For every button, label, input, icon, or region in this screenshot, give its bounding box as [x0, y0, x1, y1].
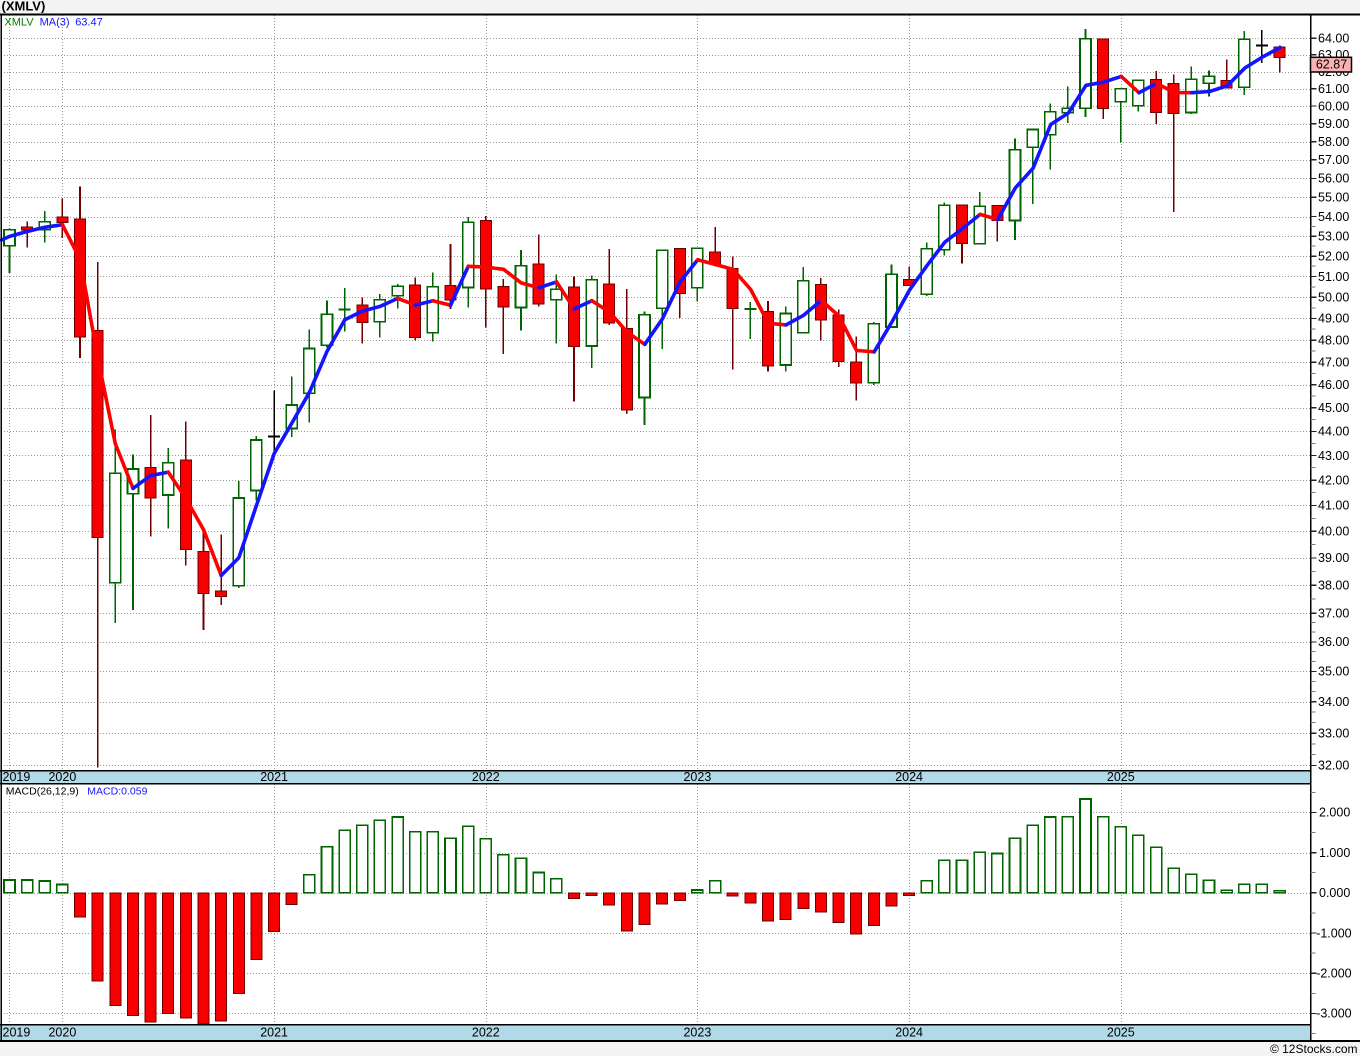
svg-text:2025: 2025 — [1107, 770, 1135, 784]
svg-text:2023: 2023 — [683, 1025, 711, 1039]
svg-text:46.00: 46.00 — [1318, 378, 1349, 392]
svg-text:40.00: 40.00 — [1318, 525, 1349, 539]
svg-text:36.00: 36.00 — [1318, 635, 1349, 649]
svg-text:2021: 2021 — [260, 1025, 288, 1039]
svg-text:60.00: 60.00 — [1318, 99, 1349, 113]
svg-text:63.47: 63.47 — [75, 16, 103, 28]
svg-text:© 12Stocks.com: © 12Stocks.com — [1270, 1042, 1358, 1056]
svg-text:45.00: 45.00 — [1318, 401, 1349, 415]
svg-text:42.00: 42.00 — [1318, 474, 1349, 488]
svg-text:2020: 2020 — [48, 1025, 76, 1039]
svg-text:49.00: 49.00 — [1318, 312, 1349, 326]
svg-text:2023: 2023 — [683, 770, 711, 784]
svg-text:34.00: 34.00 — [1318, 695, 1349, 709]
svg-text:MA(3): MA(3) — [40, 16, 70, 28]
svg-text:-2.000: -2.000 — [1316, 967, 1351, 981]
svg-text:37.00: 37.00 — [1318, 606, 1349, 620]
svg-text:MACD(26,12,9): MACD(26,12,9) — [6, 786, 79, 798]
svg-text:1.000: 1.000 — [1319, 846, 1350, 860]
svg-text:2025: 2025 — [1107, 1025, 1135, 1039]
svg-text:MACD:0.059: MACD:0.059 — [87, 786, 147, 798]
svg-text:XMLV: XMLV — [4, 16, 34, 28]
svg-text:61.00: 61.00 — [1318, 82, 1349, 96]
svg-text:44.00: 44.00 — [1318, 425, 1349, 439]
svg-text:32.00: 32.00 — [1318, 759, 1349, 773]
svg-text:48.00: 48.00 — [1318, 333, 1349, 347]
svg-text:2021: 2021 — [260, 770, 288, 784]
svg-text:(XMLV): (XMLV) — [2, 0, 46, 14]
svg-text:57.00: 57.00 — [1318, 153, 1349, 167]
svg-text:59.00: 59.00 — [1318, 117, 1349, 131]
svg-text:-3.000: -3.000 — [1316, 1007, 1351, 1021]
svg-text:55.00: 55.00 — [1318, 191, 1349, 205]
svg-text:-1.000: -1.000 — [1316, 926, 1351, 940]
svg-text:0.000: 0.000 — [1319, 886, 1350, 900]
svg-text:2019: 2019 — [3, 1025, 31, 1039]
svg-text:50.00: 50.00 — [1318, 291, 1349, 305]
svg-text:2024: 2024 — [895, 770, 923, 784]
svg-text:56.00: 56.00 — [1318, 172, 1349, 186]
svg-text:2020: 2020 — [48, 770, 76, 784]
svg-text:62.87: 62.87 — [1316, 58, 1347, 72]
svg-text:2.000: 2.000 — [1319, 806, 1350, 820]
svg-text:51.00: 51.00 — [1318, 270, 1349, 284]
svg-text:58.00: 58.00 — [1318, 135, 1349, 149]
svg-text:53.00: 53.00 — [1318, 229, 1349, 243]
svg-text:47.00: 47.00 — [1318, 356, 1349, 370]
svg-text:41.00: 41.00 — [1318, 499, 1349, 513]
svg-text:39.00: 39.00 — [1318, 551, 1349, 565]
svg-text:33.00: 33.00 — [1318, 726, 1349, 740]
svg-text:2024: 2024 — [895, 1025, 923, 1039]
svg-text:43.00: 43.00 — [1318, 449, 1349, 463]
svg-text:35.00: 35.00 — [1318, 665, 1349, 679]
svg-text:2022: 2022 — [472, 1025, 500, 1039]
svg-text:2022: 2022 — [472, 770, 500, 784]
svg-text:64.00: 64.00 — [1318, 32, 1349, 46]
svg-text:54.00: 54.00 — [1318, 210, 1349, 224]
svg-text:52.00: 52.00 — [1318, 249, 1349, 263]
svg-text:38.00: 38.00 — [1318, 578, 1349, 592]
svg-text:2019: 2019 — [3, 770, 31, 784]
